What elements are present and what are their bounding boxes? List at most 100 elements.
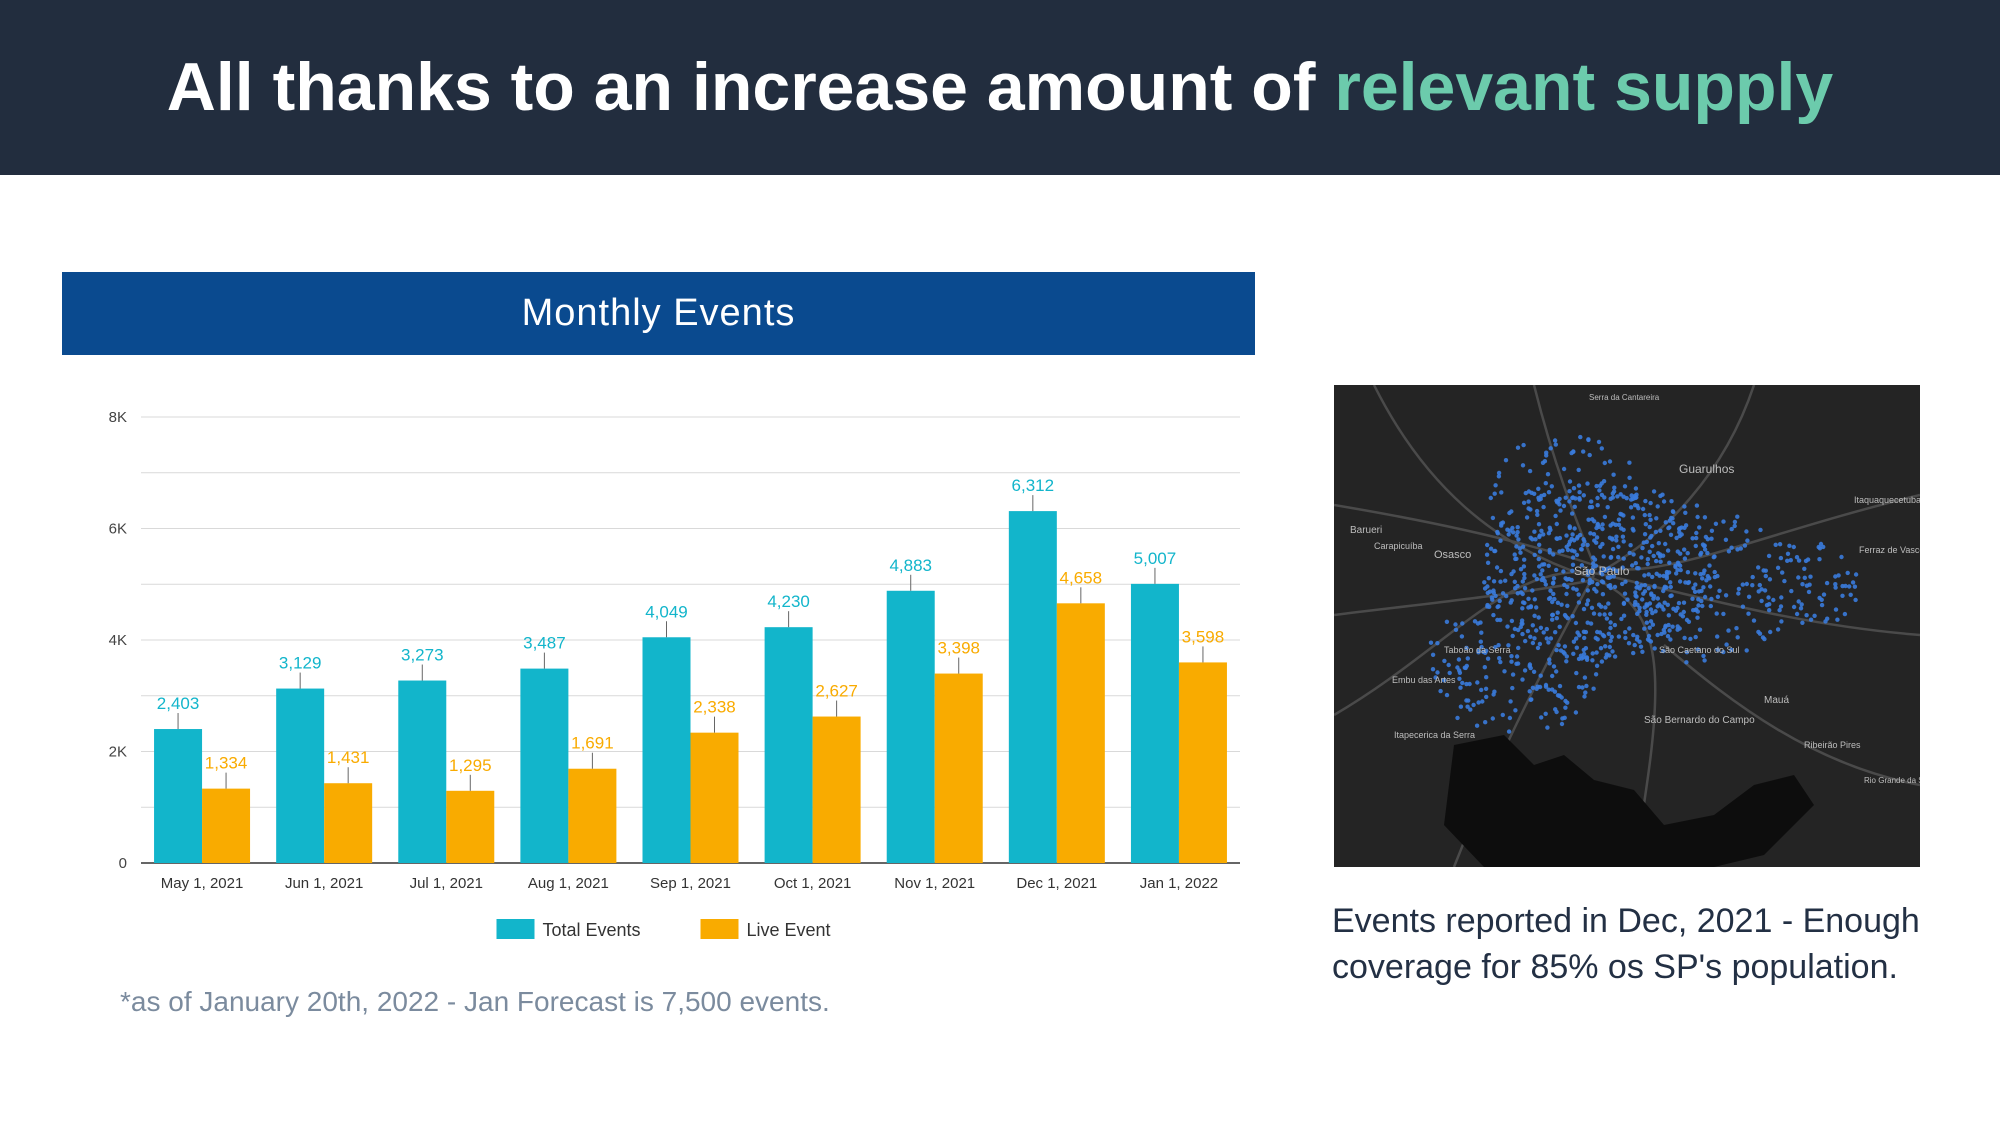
event-dot	[1475, 680, 1480, 685]
event-dot	[1668, 584, 1673, 590]
event-dot	[1577, 532, 1583, 538]
x-tick-label: Sep 1, 2021	[650, 875, 731, 892]
event-dot	[1746, 611, 1751, 616]
event-dot	[1520, 579, 1525, 584]
event-dot	[1510, 672, 1516, 677]
event-dot	[1675, 605, 1680, 611]
event-dot	[1726, 549, 1732, 554]
event-dot	[1649, 592, 1654, 597]
title-main-text: All thanks to an increase amount of	[166, 49, 1335, 125]
event-dot	[1430, 667, 1436, 672]
event-dot	[1735, 547, 1740, 552]
event-dot	[1596, 439, 1602, 445]
event-dot	[1464, 698, 1469, 703]
event-dot	[1532, 636, 1537, 641]
event-dot	[1651, 553, 1656, 559]
event-dot	[1506, 729, 1512, 734]
map-road	[1663, 644, 1920, 787]
event-dot	[1561, 650, 1566, 655]
event-dot	[1535, 684, 1540, 689]
event-dot	[1548, 446, 1553, 451]
event-dot	[1796, 575, 1801, 580]
event-dot	[1628, 543, 1633, 548]
event-dot	[1500, 712, 1505, 718]
event-dot	[1850, 580, 1856, 585]
event-dot	[1484, 694, 1489, 700]
event-dot	[1564, 654, 1569, 659]
event-dot	[1478, 639, 1483, 644]
legend-label: Total Events	[543, 920, 641, 940]
event-dot	[1479, 644, 1484, 650]
event-dot	[1648, 619, 1654, 624]
event-dot	[1607, 459, 1613, 464]
x-tick-label: Oct 1, 2021	[774, 875, 852, 892]
event-dot	[1668, 637, 1673, 642]
event-dot	[1514, 556, 1519, 561]
event-dot	[1601, 634, 1607, 639]
event-dot	[1664, 574, 1669, 579]
event-dot	[1746, 594, 1752, 599]
event-dot	[1852, 584, 1858, 589]
event-dot	[1592, 519, 1597, 524]
event-dot	[1441, 678, 1447, 683]
event-dot	[1693, 543, 1698, 549]
event-dot	[1757, 631, 1763, 636]
event-dot	[1693, 571, 1698, 576]
event-dot	[1613, 522, 1618, 527]
event-dot	[1495, 604, 1500, 610]
event-dot	[1812, 613, 1817, 618]
event-dot	[1491, 692, 1496, 697]
event-dot	[1488, 495, 1493, 501]
event-dot	[1729, 545, 1734, 550]
event-dot	[1571, 651, 1576, 656]
event-dot	[1584, 655, 1589, 660]
event-dot	[1796, 599, 1801, 604]
event-dot	[1675, 567, 1680, 573]
event-dot	[1519, 618, 1525, 623]
header-banner: All thanks to an increase amount of rele…	[0, 0, 2000, 175]
event-dot	[1526, 596, 1531, 601]
footnote: *as of January 20th, 2022 - Jan Forecast…	[120, 986, 830, 1017]
event-dot	[1667, 628, 1672, 633]
event-dot	[1497, 598, 1502, 604]
event-dot	[1612, 622, 1618, 628]
event-dot	[1696, 597, 1701, 602]
data-label: 3,487	[523, 634, 566, 653]
event-dot	[1555, 600, 1561, 605]
bar-total-events	[1130, 583, 1179, 863]
event-dot	[1587, 452, 1592, 458]
event-dot	[1562, 582, 1567, 588]
event-dot	[1658, 559, 1663, 564]
event-dot	[1442, 658, 1447, 664]
event-dot	[1618, 492, 1623, 497]
event-dot	[1565, 603, 1570, 608]
event-dot	[1607, 653, 1612, 658]
event-dot	[1608, 611, 1613, 617]
event-dot	[1763, 573, 1768, 579]
event-dot	[1603, 568, 1608, 573]
event-dot	[1474, 723, 1480, 728]
event-dot	[1707, 563, 1712, 568]
event-dot	[1551, 552, 1556, 557]
event-dot	[1778, 604, 1784, 609]
event-dot	[1683, 510, 1688, 515]
event-dot	[1585, 572, 1591, 577]
event-dot	[1785, 551, 1791, 556]
event-dot	[1655, 632, 1660, 638]
event-dot	[1650, 622, 1656, 627]
event-dot	[1511, 569, 1516, 574]
event-dot	[1581, 647, 1586, 653]
event-dot	[1612, 654, 1618, 659]
event-dot	[1476, 700, 1481, 705]
event-dot	[1580, 685, 1585, 690]
event-dot	[1635, 566, 1640, 571]
event-dot	[1547, 661, 1552, 666]
event-dot	[1633, 590, 1638, 595]
event-dot	[1543, 582, 1548, 587]
event-dot	[1686, 580, 1692, 585]
event-dot	[1647, 524, 1652, 530]
event-dot	[1662, 600, 1667, 605]
event-dot	[1544, 450, 1549, 455]
event-dot	[1518, 550, 1523, 555]
event-dot	[1627, 460, 1632, 465]
